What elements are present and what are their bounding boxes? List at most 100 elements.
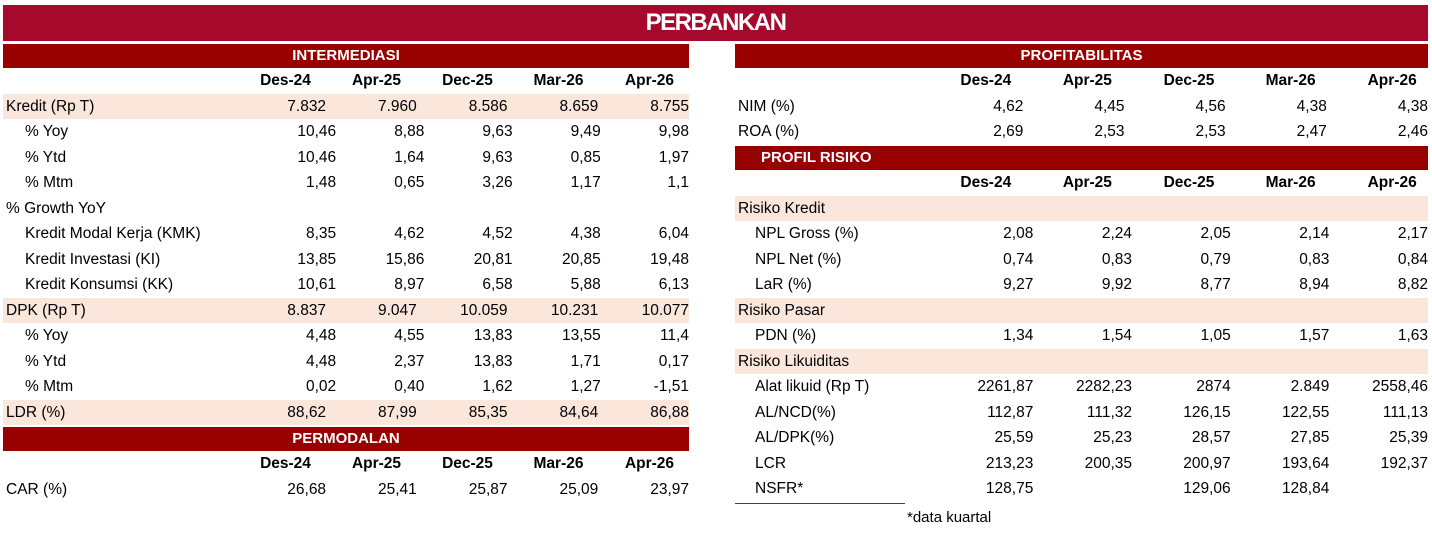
table-cell: 1,64: [394, 148, 425, 166]
table-cell: 122,55: [1281, 403, 1330, 421]
row-label: Kredit Investasi (KI): [25, 250, 161, 268]
table-cell: [1226, 298, 1327, 324]
table-cell: 4,62: [394, 225, 425, 242]
profitabilitas-header: PROFITABILITAS: [735, 44, 1428, 68]
table-cell: 6,04: [658, 225, 689, 242]
row-label: NIM (%): [738, 97, 795, 115]
table-cell: 4,38: [1397, 97, 1428, 115]
table-cell: 0,83: [1101, 250, 1133, 268]
column-header: Apr-26: [624, 72, 675, 89]
profil-risiko-table: PROFIL RISIKO Des-24 Apr-25 Dec-25 Mar-2…: [735, 146, 1428, 502]
table-row: NPL Net (%) 0,74 0,83 0,79 0,83 0,84: [735, 247, 1428, 273]
table-cell: 2282,23: [1075, 378, 1133, 395]
table-row: LDR (%) 88,62 87,99 85,35 84,64 86,88: [3, 399, 689, 425]
column-header: Apr-25: [351, 455, 402, 472]
intermediasi-header: INTERMEDIASI: [3, 44, 689, 68]
table-row: Risiko Pasar: [735, 297, 1428, 324]
table-cell: 1,05: [1200, 327, 1231, 344]
table-row: Kredit (Rp T) 7.832 7.960 8.586 8.659 8.755: [3, 93, 689, 119]
column-header: Dec-25: [1163, 72, 1215, 89]
intermediasi-column-headers: Des-24 Apr-25 Dec-25 Mar-26 Apr-26: [3, 68, 689, 94]
table-cell: 2558,46: [1372, 378, 1429, 395]
table-cell: [1033, 476, 1132, 502]
table-cell: 2874: [1196, 378, 1231, 395]
table-cell: 4,55: [394, 327, 425, 344]
column-header: Dec-25: [442, 455, 493, 472]
table-cell: [922, 196, 1023, 222]
table-cell: 85,35: [468, 403, 508, 421]
table-cell: 25,09: [559, 480, 599, 498]
table-cell: [1327, 349, 1428, 375]
row-label: LDR (%): [6, 403, 66, 421]
table-cell: 23,97: [650, 480, 689, 498]
table-cell: 13,83: [473, 352, 513, 370]
table-row: Kredit Konsumsi (KK) 10,61 8,97 6,58 5,88 6,1…: [3, 272, 689, 298]
table-cell: 11,4: [659, 327, 689, 344]
table-cell: 4,48: [305, 352, 337, 370]
table-cell: [417, 196, 508, 222]
table-cell: 111,32: [1086, 403, 1133, 421]
column-header: Mar-26: [1265, 72, 1316, 89]
column-header: Mar-26: [1265, 174, 1316, 191]
table-row: LaR (%) 9,27 9,92 8,77 8,94 8,82: [735, 272, 1428, 298]
column-header: Des-24: [260, 72, 311, 89]
row-label: % Yoy: [25, 327, 69, 344]
table-cell: 4,56: [1195, 97, 1226, 115]
table-cell: [1327, 298, 1428, 324]
row-label: DPK (Rp T): [6, 301, 86, 319]
permodalan-column-headers: Des-24 Apr-25 Dec-25 Mar-26 Apr-26: [3, 451, 689, 477]
table-row: Risiko Likuiditas: [735, 348, 1428, 375]
footnote: *data kuartal: [907, 509, 992, 526]
table-cell: 1,71: [570, 352, 601, 370]
column-header: Apr-26: [1367, 72, 1417, 89]
table-row: % Growth YoY: [3, 196, 689, 222]
table-cell: 2,05: [1200, 225, 1231, 242]
table-cell: 2,53: [1094, 123, 1125, 140]
table-cell: 9,98: [658, 123, 689, 140]
table-cell: 4,48: [305, 327, 337, 344]
table-cell: 4,62: [993, 97, 1024, 115]
table-row: LCR 213,23 200,35 200,97 193,64 192,37: [735, 451, 1428, 477]
table-cell: 15,86: [385, 250, 425, 268]
table-cell: 200,35: [1084, 454, 1133, 472]
table-cell: 5,88: [570, 276, 601, 293]
table-cell: 25,41: [378, 480, 417, 498]
table-cell: 87,99: [378, 403, 417, 421]
row-label: ROA (%): [738, 123, 800, 140]
column-header: Mar-26: [533, 455, 584, 472]
table-cell: 1,62: [482, 378, 513, 395]
profitabilitas-table: PROFITABILITAS Des-24 Apr-25 Dec-25 Mar-…: [735, 44, 1428, 145]
table-cell: 9,63: [482, 123, 513, 140]
table-cell: 1,27: [570, 378, 601, 395]
column-header: Apr-25: [351, 72, 402, 89]
table-row: AL/NCD(%) 112,87 111,32 126,15 122,55 111,13: [735, 400, 1428, 426]
row-label: PDN (%): [755, 327, 817, 344]
table-cell: 126,15: [1183, 403, 1231, 421]
row-label: AL/NCD(%): [755, 403, 836, 421]
column-header: Des-24: [960, 72, 1012, 89]
row-label: Kredit (Rp T): [6, 97, 95, 115]
table-cell: 4,52: [482, 225, 513, 242]
table-cell: 0,84: [1397, 250, 1429, 268]
table-cell: 25,23: [1093, 429, 1133, 446]
table-cell: 213,23: [985, 454, 1034, 472]
table-cell: 193,64: [1281, 454, 1330, 472]
table-cell: 0,17: [658, 352, 689, 370]
table-cell: 27,85: [1290, 429, 1330, 446]
profitabilitas-column-headers: Des-24 Apr-25 Dec-25 Mar-26 Apr-26: [735, 68, 1428, 94]
table-cell: 2.849: [1290, 378, 1330, 395]
table-row: PDN (%) 1,34 1,54 1,05 1,57 1,63: [735, 323, 1428, 349]
table-cell: 2261,87: [977, 378, 1034, 395]
permodalan-table: PERMODALAN Des-24 Apr-25 Dec-25 Mar-26 A…: [3, 427, 689, 502]
table-cell: 0,79: [1200, 250, 1231, 268]
row-label: NSFR*: [755, 480, 804, 497]
table-cell: 10,46: [297, 148, 337, 166]
table-cell: 84,64: [559, 403, 599, 421]
table-cell: 4,38: [1296, 97, 1327, 115]
table-cell: 2,37: [394, 352, 425, 370]
table-row: % Ytd 4,48 2,37 13,83 1,71 0,17: [3, 349, 689, 375]
table-cell: 8.837: [287, 301, 327, 319]
table-row: ROA (%) 2,69 2,53 2,53 2,47 2,46: [735, 119, 1428, 145]
table-row: NSFR* 128,75 129,06 128,84: [735, 476, 1428, 502]
table-cell: 200,97: [1183, 454, 1231, 472]
